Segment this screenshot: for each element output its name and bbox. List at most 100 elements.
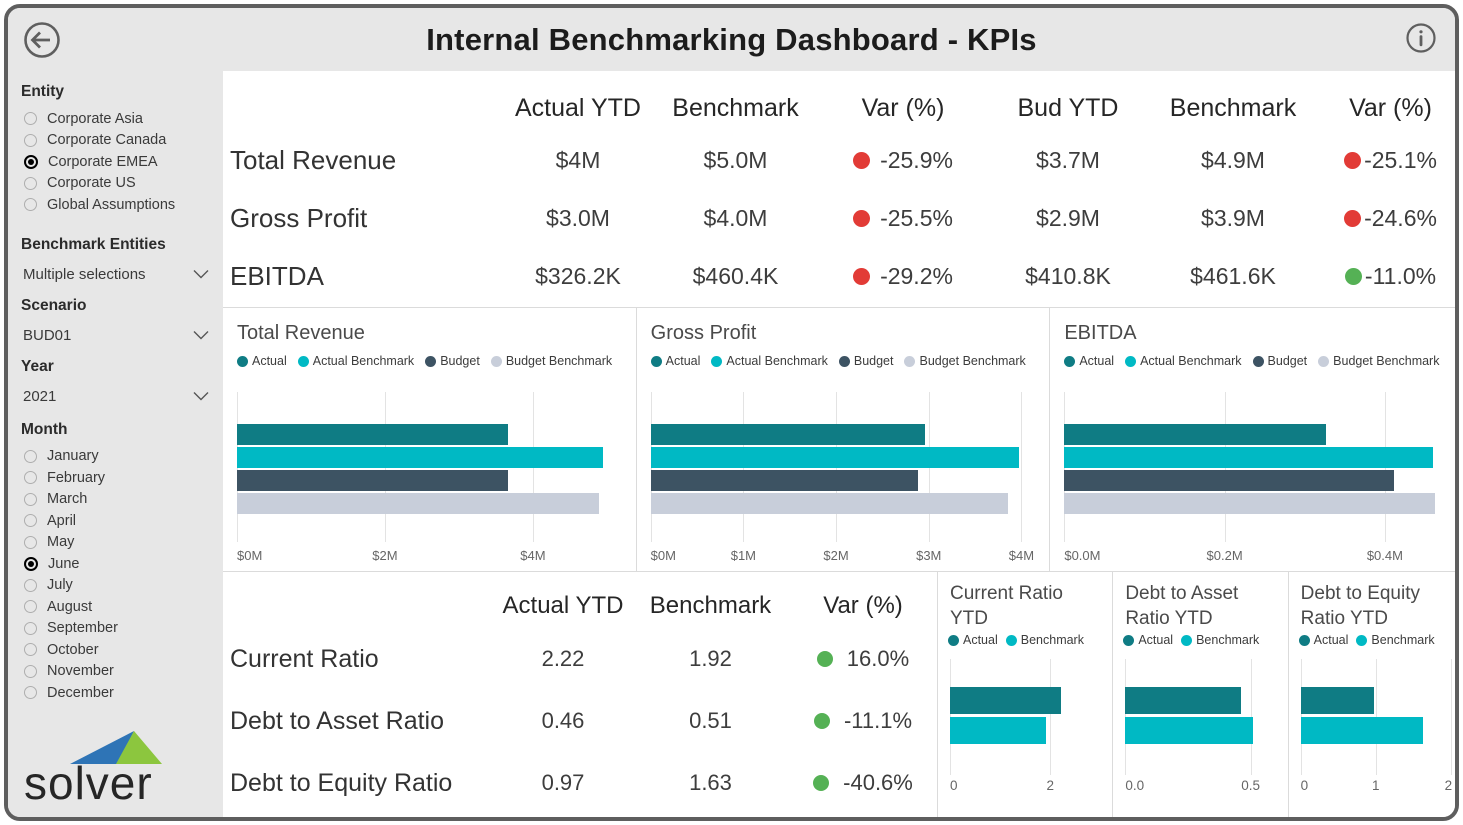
radio-option-corporate-us[interactable]: Corporate US	[21, 173, 223, 195]
kpi-table-panel: Actual YTD Benchmark Var (%) Bud YTD Ben…	[223, 71, 1455, 307]
legend-item-actual-benchmark[interactable]: Actual Benchmark	[297, 354, 414, 368]
radio-option-corporate-asia[interactable]: Corporate Asia	[21, 108, 223, 130]
bar-actual[interactable]	[237, 424, 509, 445]
variance-value: -25.1%	[1364, 146, 1437, 173]
radio-option-april[interactable]: April	[21, 510, 223, 532]
legend-item-budget-benchmark[interactable]: Budget Benchmark	[1318, 354, 1439, 368]
year-slicer-label: Year	[21, 357, 54, 375]
chart-plot	[650, 392, 1036, 542]
month-slicer: January February March April May June July Augu…	[21, 446, 223, 704]
legend-item-actual[interactable]: Actual	[237, 354, 287, 368]
legend-item-budget[interactable]: Budget	[425, 354, 480, 368]
legend-item-benchmark[interactable]: Benchmark	[1005, 633, 1084, 647]
radio-option-label: August	[47, 598, 93, 615]
variance-cell: 16.0%	[788, 646, 938, 672]
back-button[interactable]	[22, 20, 62, 60]
radio-option-december[interactable]: December	[21, 682, 223, 704]
axis-tick-label: $3M	[916, 548, 942, 563]
benchmark-entities-value: Multiple selections	[23, 265, 146, 283]
bar-actual-benchmark[interactable]	[650, 447, 1019, 468]
legend-item-actual[interactable]: Actual	[1064, 354, 1114, 368]
kpi-col-actual-ytd: Actual YTD	[515, 93, 641, 122]
bar-budget[interactable]	[1064, 470, 1394, 491]
radio-option-corporate-emea[interactable]: Corporate EMEA	[21, 151, 223, 173]
info-button[interactable]	[1401, 19, 1441, 59]
radio-icon	[24, 514, 37, 528]
status-dot-red	[853, 209, 871, 227]
legend-label: Actual	[665, 354, 701, 368]
radio-icon	[24, 133, 37, 147]
bar-benchmark[interactable]	[950, 717, 1047, 745]
variance-cell: -40.6%	[788, 770, 938, 796]
legend-item-budget-benchmark[interactable]: Budget Benchmark	[490, 354, 612, 368]
variance-value: -24.6%	[1364, 204, 1437, 231]
radio-option-march[interactable]: March	[21, 489, 223, 511]
legend-item-actual-benchmark[interactable]: Actual Benchmark	[1125, 354, 1242, 368]
radio-option-label: Corporate Asia	[47, 110, 143, 127]
kpi-benchmark-actual: $4.0M	[703, 204, 768, 231]
radio-option-corporate-canada[interactable]: Corporate Canada	[21, 130, 223, 152]
scenario-value: BUD01	[23, 326, 72, 344]
legend-label: Budget	[1267, 354, 1308, 368]
radio-option-label: February	[47, 469, 106, 486]
legend-item-budget[interactable]: Budget	[1252, 354, 1308, 368]
legend-item-actual[interactable]: Actual	[948, 633, 998, 647]
bar-budget-benchmark[interactable]	[1064, 493, 1435, 514]
bar-budget-benchmark[interactable]	[650, 493, 1009, 514]
radio-option-february[interactable]: February	[21, 467, 223, 489]
bar-budget[interactable]	[650, 470, 918, 491]
bar-group	[950, 687, 1100, 745]
legend-item-benchmark[interactable]: Benchmark	[1181, 633, 1259, 647]
scenario-dropdown[interactable]: BUD01	[21, 327, 209, 344]
legend-item-actual[interactable]: Actual	[1298, 633, 1349, 648]
bar-actual-benchmark[interactable]	[1064, 447, 1433, 468]
radio-option-may[interactable]: May	[21, 532, 223, 554]
kpi-col-var-1: Var (%)	[861, 93, 945, 122]
legend-item-budget[interactable]: Budget	[838, 354, 893, 368]
radio-option-november[interactable]: November	[21, 661, 223, 683]
bar-actual[interactable]	[650, 424, 926, 445]
bar-actual[interactable]	[1125, 687, 1241, 715]
kpi-actual-ytd: $326.2K	[535, 262, 621, 289]
bar-benchmark[interactable]	[1300, 717, 1424, 745]
bar-actual[interactable]	[1300, 687, 1374, 715]
radio-option-october[interactable]: October	[21, 639, 223, 661]
variance-value: -25.9%	[880, 146, 953, 173]
report-canvas: Actual YTD Benchmark Var (%) Bud YTD Ben…	[223, 71, 1455, 817]
bar-actual[interactable]	[1064, 424, 1326, 445]
bar-budget[interactable]	[237, 470, 508, 491]
benchmark-entities-dropdown[interactable]: Multiple selections	[21, 266, 209, 283]
legend-item-actual[interactable]: Actual	[650, 354, 701, 368]
bar-actual-benchmark[interactable]	[237, 447, 604, 468]
legend-label: Benchmark	[1196, 633, 1260, 648]
bottom-row: Actual YTD Benchmark Var (%) Current Rat…	[223, 571, 1455, 817]
legend-item-actual[interactable]: Actual	[1123, 633, 1173, 647]
bar-budget-benchmark[interactable]	[237, 493, 599, 514]
radio-icon	[24, 643, 37, 657]
bar-benchmark[interactable]	[1125, 717, 1254, 745]
legend-item-actual-benchmark[interactable]: Actual Benchmark	[711, 354, 828, 368]
ratio-col-actual-ytd: Actual YTD	[502, 592, 624, 619]
radio-option-september[interactable]: September	[21, 618, 223, 640]
legend-item-benchmark[interactable]: Benchmark	[1356, 633, 1435, 647]
radio-option-january[interactable]: January	[21, 446, 223, 468]
status-dot-red	[1344, 151, 1362, 169]
radio-option-label: October	[47, 641, 99, 658]
legend-label: Actual	[1313, 633, 1349, 648]
radio-option-label: June	[48, 555, 80, 572]
kpi-col-var-2: Var (%)	[1349, 93, 1432, 122]
radio-option-global-assumptions[interactable]: Global Assumptions	[21, 194, 223, 216]
radio-option-june[interactable]: June	[21, 553, 223, 575]
chart-debt-to-asset-ratio-ytd: Debt to Asset Ratio YTD Actual Benchmark …	[1113, 572, 1289, 817]
chart-title: Debt to Asset Ratio YTD	[1125, 583, 1239, 629]
year-dropdown[interactable]: 2021	[21, 388, 209, 405]
radio-option-label: Corporate US	[47, 175, 136, 192]
radio-option-august[interactable]: August	[21, 596, 223, 618]
bar-actual[interactable]	[950, 687, 1062, 715]
radio-option-july[interactable]: July	[21, 575, 223, 597]
bar-group	[650, 424, 1036, 514]
chart-x-axis: $0.0M $0.2M $0.4M	[1064, 548, 1449, 568]
axis-tick-label: 0.5	[1241, 778, 1260, 794]
legend-item-budget-benchmark[interactable]: Budget Benchmark	[904, 354, 1026, 368]
status-dot-green	[816, 651, 833, 667]
